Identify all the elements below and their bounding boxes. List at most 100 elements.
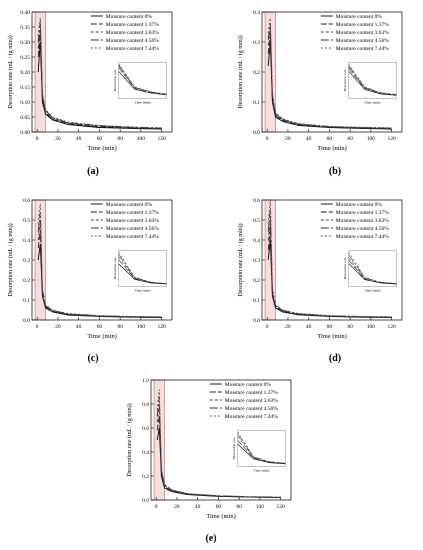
legend-entry: Moisture content 0% [336,14,383,20]
legend-entry: Moisture content 4.56% [106,38,159,44]
y-tick-label: 0.6 [23,198,30,204]
x-axis-label: Time (min) [206,513,236,520]
legend-entry: Moisture content 0% [106,202,153,208]
x-tick-label: 120 [388,136,397,142]
inset-y-label: Desorption rate [343,69,347,91]
legend-entry: Moisture content 3.63% [225,398,278,404]
x-tick-label: 60 [97,136,103,142]
x-tick-label: 80 [117,324,123,330]
panel-label-c: (c) [87,353,99,364]
panel-label-b: (b) [328,166,342,177]
series-line-5 [156,389,281,498]
y-tick-label: 0.30 [20,40,30,46]
legend-entry: Moisture content 4.56% [106,226,159,232]
legend-entry: Moisture content 7.44% [225,414,278,420]
series-line-5 [267,17,392,129]
series-line-4 [37,211,162,318]
legend: Moisture content 0% Moisture content 1.37… [90,202,159,240]
inset-series-line [118,64,167,95]
plot-frame [150,379,292,501]
x-tick-label: 40 [76,324,82,330]
panel-label-e: (e) [205,533,217,544]
y-tick-label: 0.4 [253,10,260,16]
x-axis-label: Time (min) [87,145,117,152]
x-axis-label: Time (min) [87,333,117,340]
x-tick-label: 100 [137,324,146,330]
y-tick-label: 0.8 [142,402,149,408]
legend-entry: Moisture content 4.56% [225,406,278,412]
y-tick-label: 1.0 [142,378,149,384]
x-axis-label: Time (min) [317,145,347,152]
x-tick-label: 0 [155,504,158,510]
legend-entry: Moisture content 3.63% [336,30,389,36]
y-tick-label: 0.6 [142,426,149,432]
legend: Moisture content 0% Moisture content 1.37… [90,14,159,52]
y-tick-label: 0.40 [20,10,30,16]
legend-entry: Moisture content 0% [336,202,383,208]
legend-entry: Moisture content 4.56% [336,38,389,44]
y-tick-label: 0.15 [20,85,30,91]
y-tick-label: 0.0 [142,498,149,504]
panel-label-a: (a) [87,166,99,177]
y-tick-label: 0.35 [20,25,30,31]
inset-frame [348,250,397,287]
inset-series-line [348,68,397,96]
inset-series-line [348,64,397,95]
y-tick-label: 0.4 [253,238,260,244]
x-tick-label: 80 [347,136,353,142]
x-tick-label: 120 [158,324,167,330]
inset-series-line [237,432,286,464]
y-axis-label: Desorption rate (mL / (g min)) [7,223,14,296]
legend: Moisture content 0% Moisture content 1.37… [209,382,278,420]
inset-x-label: Time (min) [254,468,271,472]
x-axis-label: Time (min) [317,333,347,340]
y-tick-label: 0.3 [23,258,30,264]
panel-label-d: (d) [328,353,342,364]
y-tick-label: 0.1 [253,100,260,106]
chart-3: 0 20 40 60 80 100 120 0.0 0.1 0.2 0.3 0.4 0.5 0.6 Time… [7,198,173,340]
x-tick-label: 100 [137,136,146,142]
series-line-5 [37,17,162,129]
inset-series-line [348,66,397,96]
inset-x-label: Time (min) [365,288,382,292]
inset-plot: Time (min) Desorption rate [343,250,397,292]
legend: Moisture content 0% Moisture content 1.37… [320,14,389,52]
inset-x-label: Time (min) [135,288,152,292]
y-tick-label: 0.2 [23,278,30,284]
inset-plot: Time (min) Desorption rate [113,250,167,292]
y-tick-label: 0.1 [253,298,260,304]
y-axis-label: Desorption rate (mL / (g min)) [126,403,133,476]
y-tick-label: 0.2 [142,474,149,480]
series-line-2 [37,229,162,318]
x-tick-label: 60 [216,504,222,510]
y-tick-label: 0.0 [253,130,260,136]
x-tick-label: 120 [277,504,286,510]
x-tick-label: 0 [36,136,39,142]
x-tick-label: 80 [236,504,242,510]
legend-entry: Moisture content 1.37% [336,210,389,216]
legend-entry: Moisture content 1.37% [225,390,278,396]
legend-entry: Moisture content 1.37% [106,22,159,28]
series-line-5 [37,203,162,318]
y-tick-label: 0.6 [253,198,260,204]
y-tick-label: 0.5 [23,218,30,224]
x-tick-label: 20 [285,136,291,142]
x-tick-label: 120 [388,324,397,330]
x-tick-label: 60 [327,324,333,330]
inset-series-line [348,65,397,95]
chart-1: 0 20 40 60 80 100 120 0.00 0.05 0.10 0.15 0.20 0.25 0… [7,10,173,152]
x-tick-label: 40 [195,504,201,510]
legend-entry: Moisture content 7.44% [106,46,159,52]
legend-entry: Moisture content 0% [225,382,272,388]
x-tick-label: 20 [55,136,61,142]
y-tick-label: 0.0 [23,318,30,324]
inset-y-label: Desorption rate [343,257,347,279]
x-tick-label: 100 [256,504,265,510]
chart-2: 0 20 40 60 80 100 120 0.0 0.1 0.2 0.3 0.4 Time (min)… [237,10,403,152]
inset-series-line [118,64,167,95]
x-tick-label: 80 [117,136,123,142]
inset-plot: Time (min) Desorption rate [232,430,286,472]
y-tick-label: 0.3 [253,258,260,264]
y-tick-label: 0.5 [253,218,260,224]
